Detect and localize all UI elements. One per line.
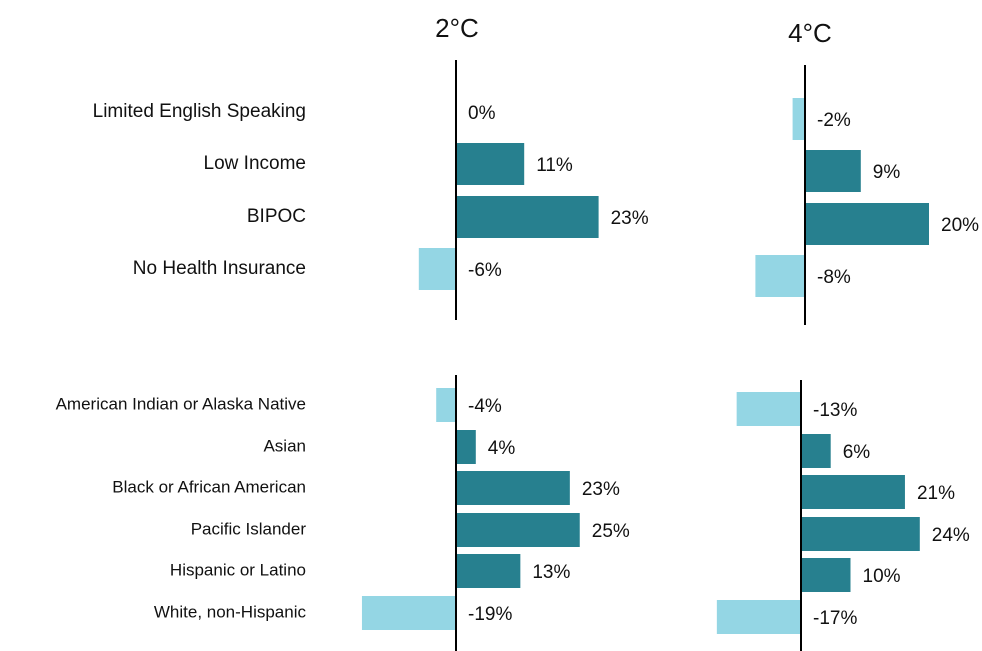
category-label: Limited English Speaking <box>93 101 306 122</box>
bar <box>792 98 805 140</box>
value-label: -13% <box>813 400 857 421</box>
category-label: BIPOC <box>247 206 306 227</box>
bar <box>436 388 456 422</box>
bar <box>801 558 851 592</box>
category-label: Hispanic or Latino <box>170 560 306 579</box>
value-label: -19% <box>468 604 512 625</box>
category-label: American Indian or Alaska Native <box>56 394 306 413</box>
value-label: 10% <box>863 566 901 587</box>
value-label: 6% <box>843 442 871 463</box>
value-label: 0% <box>468 103 496 124</box>
bar <box>456 471 570 505</box>
value-label: 21% <box>917 483 955 504</box>
value-label: 25% <box>592 521 630 542</box>
bar <box>801 517 920 551</box>
value-label: -8% <box>817 267 851 288</box>
category-label: No Health Insurance <box>133 258 306 279</box>
bar <box>801 434 831 468</box>
value-label: 13% <box>532 562 570 583</box>
value-label: 24% <box>932 525 970 546</box>
panel-title: 4°C <box>788 18 832 48</box>
value-label: -17% <box>813 608 857 629</box>
value-label: 23% <box>582 479 620 500</box>
value-label: -6% <box>468 260 502 281</box>
bar <box>456 554 521 588</box>
value-label: -2% <box>817 110 851 131</box>
bar <box>736 392 801 426</box>
category-label: Asian <box>263 436 306 455</box>
value-label: 23% <box>611 208 649 229</box>
value-label: 4% <box>488 438 516 459</box>
value-label: 11% <box>536 155 573 176</box>
value-label: 9% <box>873 162 901 183</box>
bar <box>456 430 476 464</box>
bar <box>418 248 456 290</box>
bar <box>805 150 861 192</box>
bar <box>801 475 905 509</box>
bar <box>456 513 580 547</box>
category-label: Pacific Islander <box>191 519 307 538</box>
value-label: -4% <box>468 396 502 417</box>
bar <box>755 255 805 297</box>
category-label: White, non-Hispanic <box>154 602 307 621</box>
value-label: 20% <box>941 215 979 236</box>
panel-title: 2°C <box>435 13 479 43</box>
category-label: Low Income <box>204 153 306 174</box>
bar <box>805 203 929 245</box>
bar <box>456 196 599 238</box>
bar <box>456 143 525 185</box>
bar <box>361 596 456 630</box>
bar <box>716 600 801 634</box>
category-label: Black or African American <box>112 477 306 496</box>
